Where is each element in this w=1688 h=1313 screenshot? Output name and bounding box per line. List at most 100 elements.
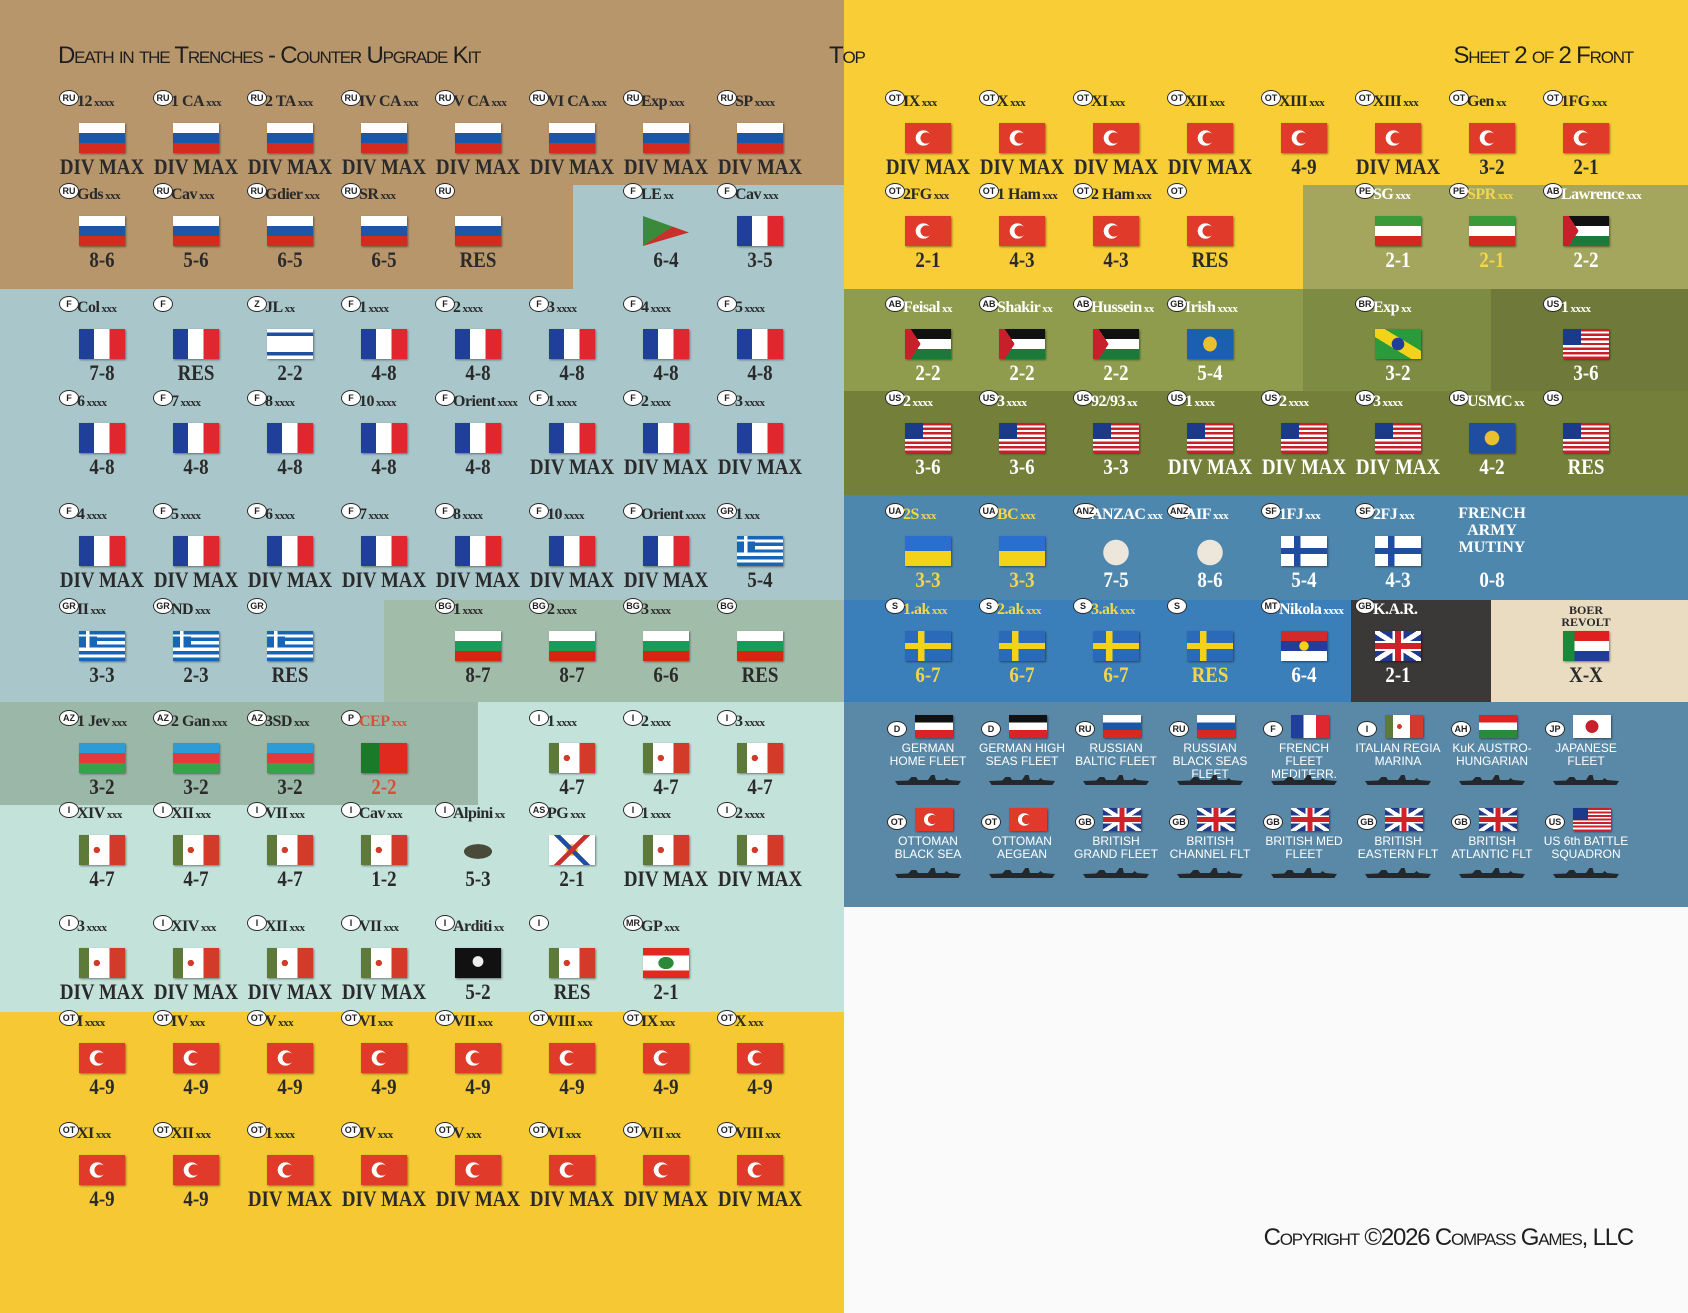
flag [455,423,501,453]
unit-size: xxx [1403,97,1419,109]
combat-value: 4-9 [1291,154,1317,179]
flag [267,948,313,978]
flag [643,536,689,566]
nation-badge: US [1355,390,1375,406]
counter: I XIV xxx 4-7 [55,800,149,900]
flag [1375,216,1421,246]
nation-badge: OT [981,814,1001,830]
nation-badge: AB [1073,296,1093,312]
flag [267,1155,313,1185]
flag [1375,123,1421,153]
unit-size: xxx [1020,510,1036,522]
nation-badge: UA [885,503,905,519]
combat-value: 3-3 [915,567,941,592]
fleet-name: BRITISH GRAND FLEET [1073,834,1158,861]
combat-value: DIV MAX [717,866,803,891]
unit-size: xxx [111,717,128,729]
unit-size: xxxx [274,510,296,522]
nation-badge: OT [887,814,907,830]
combat-value: 5-4 [747,567,773,592]
unit-name-text: 3.ak [1091,601,1118,618]
combat-value: DIV MAX [979,154,1065,179]
nation-badge: F [435,503,455,519]
combat-value: 4-3 [1385,567,1411,592]
unit-name: 1 xxxx [1561,299,1639,317]
unit-size: xx [942,303,953,315]
unit-name-text: XIV [77,805,105,822]
fleet-name: BRITISH EASTERN FLT [1357,834,1439,861]
ship-silhouette [1177,775,1243,785]
counter: F RES [149,294,243,394]
flag [1563,123,1609,153]
unit-name-text: 1 [1561,299,1569,316]
nation-badge: SF [1355,503,1375,519]
unit-name: SR xxx [359,186,437,204]
nation-badge: RU [247,90,267,106]
nation-badge: I [59,915,79,931]
flag [1009,808,1047,831]
combat-value: RES [459,247,497,272]
unit-name-text: VII [641,1125,664,1142]
unit-size: xxxx [556,717,578,729]
combat-value: 3-2 [183,774,209,799]
unit-size: xx [1495,97,1507,109]
unit-name: 3 xxxx [547,299,625,317]
flag [79,123,125,153]
flag [915,715,953,738]
unit-size: xxx [1109,97,1126,109]
flag [1093,631,1139,661]
flag [1563,631,1609,661]
flag [549,948,595,978]
nation-badge: S [1167,598,1187,614]
flag [455,1043,501,1073]
unit-name-text: 1 [547,393,555,410]
unit-name-text: AIF [1185,506,1212,523]
combat-value: DIV MAX [529,567,615,592]
fleet-counter: OT OTTOMAN BLACK SEA [881,808,975,900]
unit-name: V CA xxx [453,93,531,111]
flag [1009,715,1047,738]
unit-size: xxxx [368,510,390,522]
unit-name: PG xxx [547,805,625,823]
flag [1281,631,1327,661]
counter: OT 1FG xxx 2-1 [1539,88,1633,188]
unit-size: xx [493,922,505,934]
unit-size: xxx [101,303,118,315]
nation-badge: RU [247,183,267,199]
nation-badge: BG [623,598,643,614]
unit-name: Cav xxx [735,186,813,204]
unit-name-text: Exp [641,93,668,110]
unit-size: xxx [383,922,400,934]
combat-value: X-X [1569,662,1603,687]
unit-name: Nikola xxxx [1279,601,1357,619]
flag [1281,123,1327,153]
counter: F 2 xxxx DIV MAX [619,388,713,488]
nation-badge: S [885,598,905,614]
flag [1563,423,1609,453]
unit-size: xxxx [497,397,518,409]
unit-name: LE xx [641,186,719,204]
counter: US RES [1539,388,1633,488]
unit-name: 1 xxxx [453,601,531,619]
unit-size: xxxx [650,605,672,617]
combat-value: DIV MAX [435,567,521,592]
nation-badge: F [623,296,643,312]
counter: F 5 xxxx DIV MAX [149,501,243,601]
counter: OT XI xxx DIV MAX [1069,88,1163,188]
unit-size: xxxx [650,397,672,409]
nation-badge: BG [717,598,737,614]
flag [905,216,951,246]
flag [173,123,219,153]
unit-size: xxx [200,922,217,934]
combat-value: DIV MAX [435,1186,521,1211]
unit-size: xxx [664,922,680,934]
flag [1093,123,1139,153]
nation-badge: RU [153,183,173,199]
counter: RU 2 TA xxx DIV MAX [243,88,337,188]
unit-name-text: XI [1091,93,1108,110]
nation-badge: S [979,598,999,614]
ship-silhouette [1459,868,1525,878]
